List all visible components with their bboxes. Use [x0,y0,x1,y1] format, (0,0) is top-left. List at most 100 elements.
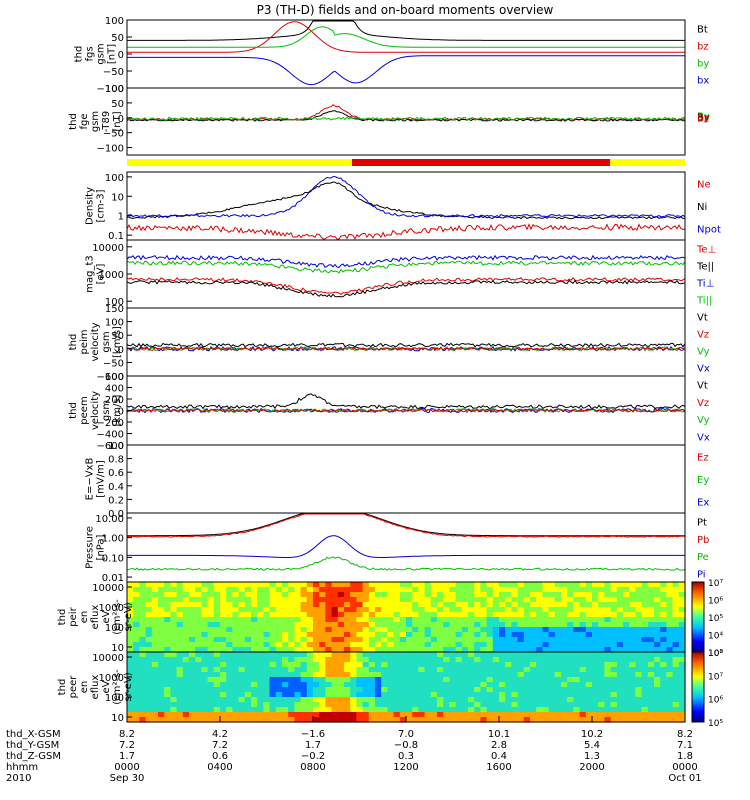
spectrogram-cell [530,662,537,668]
spectrogram-cell [269,652,277,658]
spectrogram-cell [251,652,258,658]
y-tick-label: −200 [97,418,124,429]
spectrogram-cell [182,657,190,663]
spectrogram-cell [474,667,481,673]
spectrogram-cell [306,587,314,593]
spectrogram-cell [610,617,618,623]
spectrogram-cell [598,627,605,633]
spectrogram-cell [635,592,643,598]
spectrogram-cell [455,657,463,663]
spectrogram-cell [461,692,469,698]
spectrogram-cell [213,627,221,633]
spectrogram-cell [201,602,209,608]
spectrogram-cell [511,622,519,628]
x-row-value: 7.0 [398,729,414,740]
spectrogram-cell [195,642,202,648]
spectrogram-cell [158,617,165,623]
y-tick-label: −100 [97,372,124,383]
spectrogram-cell [598,662,605,668]
spectrogram-cell [151,622,159,628]
spectrogram-cell [387,702,395,708]
spectrogram-cell [660,632,667,638]
spectrogram-cell [263,707,271,713]
spectrogram-cell [232,712,240,718]
spectrogram-cell [592,627,599,633]
y-tick-label: 50 [111,99,124,110]
spectrogram-cell [629,612,636,618]
spectrogram-cell [300,707,308,713]
spectrogram-cell [437,587,444,593]
spectrogram-cell [449,652,457,658]
y-tick-label: 0.01 [102,573,124,584]
spectrogram-cell [672,692,680,698]
spectrogram-cell [678,687,686,693]
spectrogram-cell [399,682,407,688]
spectrogram-cell [362,707,370,713]
spectrogram-cell [381,592,388,598]
spectrogram-cell [604,707,612,713]
spectrogram-cell [678,607,686,613]
spectrogram-cell [232,652,240,658]
spectrogram-cell [579,662,587,668]
spectrogram-cell [468,657,475,663]
spectrogram-cell [623,602,630,608]
spectrogram-cell [678,707,686,713]
spectrogram-cell [189,707,196,713]
spectrogram-cell [375,717,382,723]
spectrogram-cell [629,632,636,638]
spectrogram-cell [610,667,618,673]
spectrogram-cell [251,702,258,708]
spectrogram-cell [232,602,240,608]
spectrogram-cell [672,677,680,683]
spectrogram-cell [313,592,320,598]
spectrogram-cell [654,627,661,633]
spectrogram-cell [337,672,345,678]
spectrogram-cell [251,667,258,673]
spectrogram-cell [158,657,165,663]
spectrogram-cell [263,597,271,603]
x-row-label: thd_Y-GSM [6,740,59,751]
spectrogram-cell [486,662,494,668]
spectrogram-cell [158,587,165,593]
spectrogram-cell [505,637,512,643]
spectrogram-cell [368,642,376,648]
spectrogram-cell [678,657,686,663]
y-axis-label: fgs [85,46,96,61]
y-axis-label: eV [101,610,112,623]
spectrogram-cell [313,622,320,628]
spectrogram-cell [567,607,574,613]
spectrogram-cell [505,582,512,588]
spectrogram-cell [232,647,240,653]
spectrogram-cell [424,587,432,593]
spectrogram-cell [139,652,147,658]
spectrogram-cell [238,702,246,708]
spectrogram-cell [554,682,562,688]
spectrogram-cell [623,662,630,668]
spectrogram-cell [406,712,413,718]
spectrogram-cell [331,612,339,618]
spectrogram-cell [294,662,302,668]
spectrogram-cell [567,637,574,643]
spectrogram-cell [207,597,215,603]
spectrogram-cell [300,717,308,723]
spectrogram-cell [319,642,326,648]
spectrogram-cell [158,702,165,708]
spectrogram-cell [368,702,376,708]
spectrogram-cell [127,602,134,608]
spectrogram-cell [201,672,209,678]
x-row-value: 0400 [207,762,232,773]
spectrogram-cell [610,622,618,628]
spectrogram-cell [387,642,395,648]
spectrogram-cell [418,702,426,708]
spectrogram-cell [505,692,512,698]
spectrogram-cell [139,627,147,633]
spectrogram-cell [387,587,395,593]
spectrogram-cell [629,657,636,663]
spectrogram-cell [455,682,463,688]
spectrogram-cell [641,692,649,698]
spectrogram-cell [542,652,550,658]
spectrogram-cell [486,622,494,628]
spectrogram-cell [151,662,159,668]
spectrogram-cell [362,612,370,618]
